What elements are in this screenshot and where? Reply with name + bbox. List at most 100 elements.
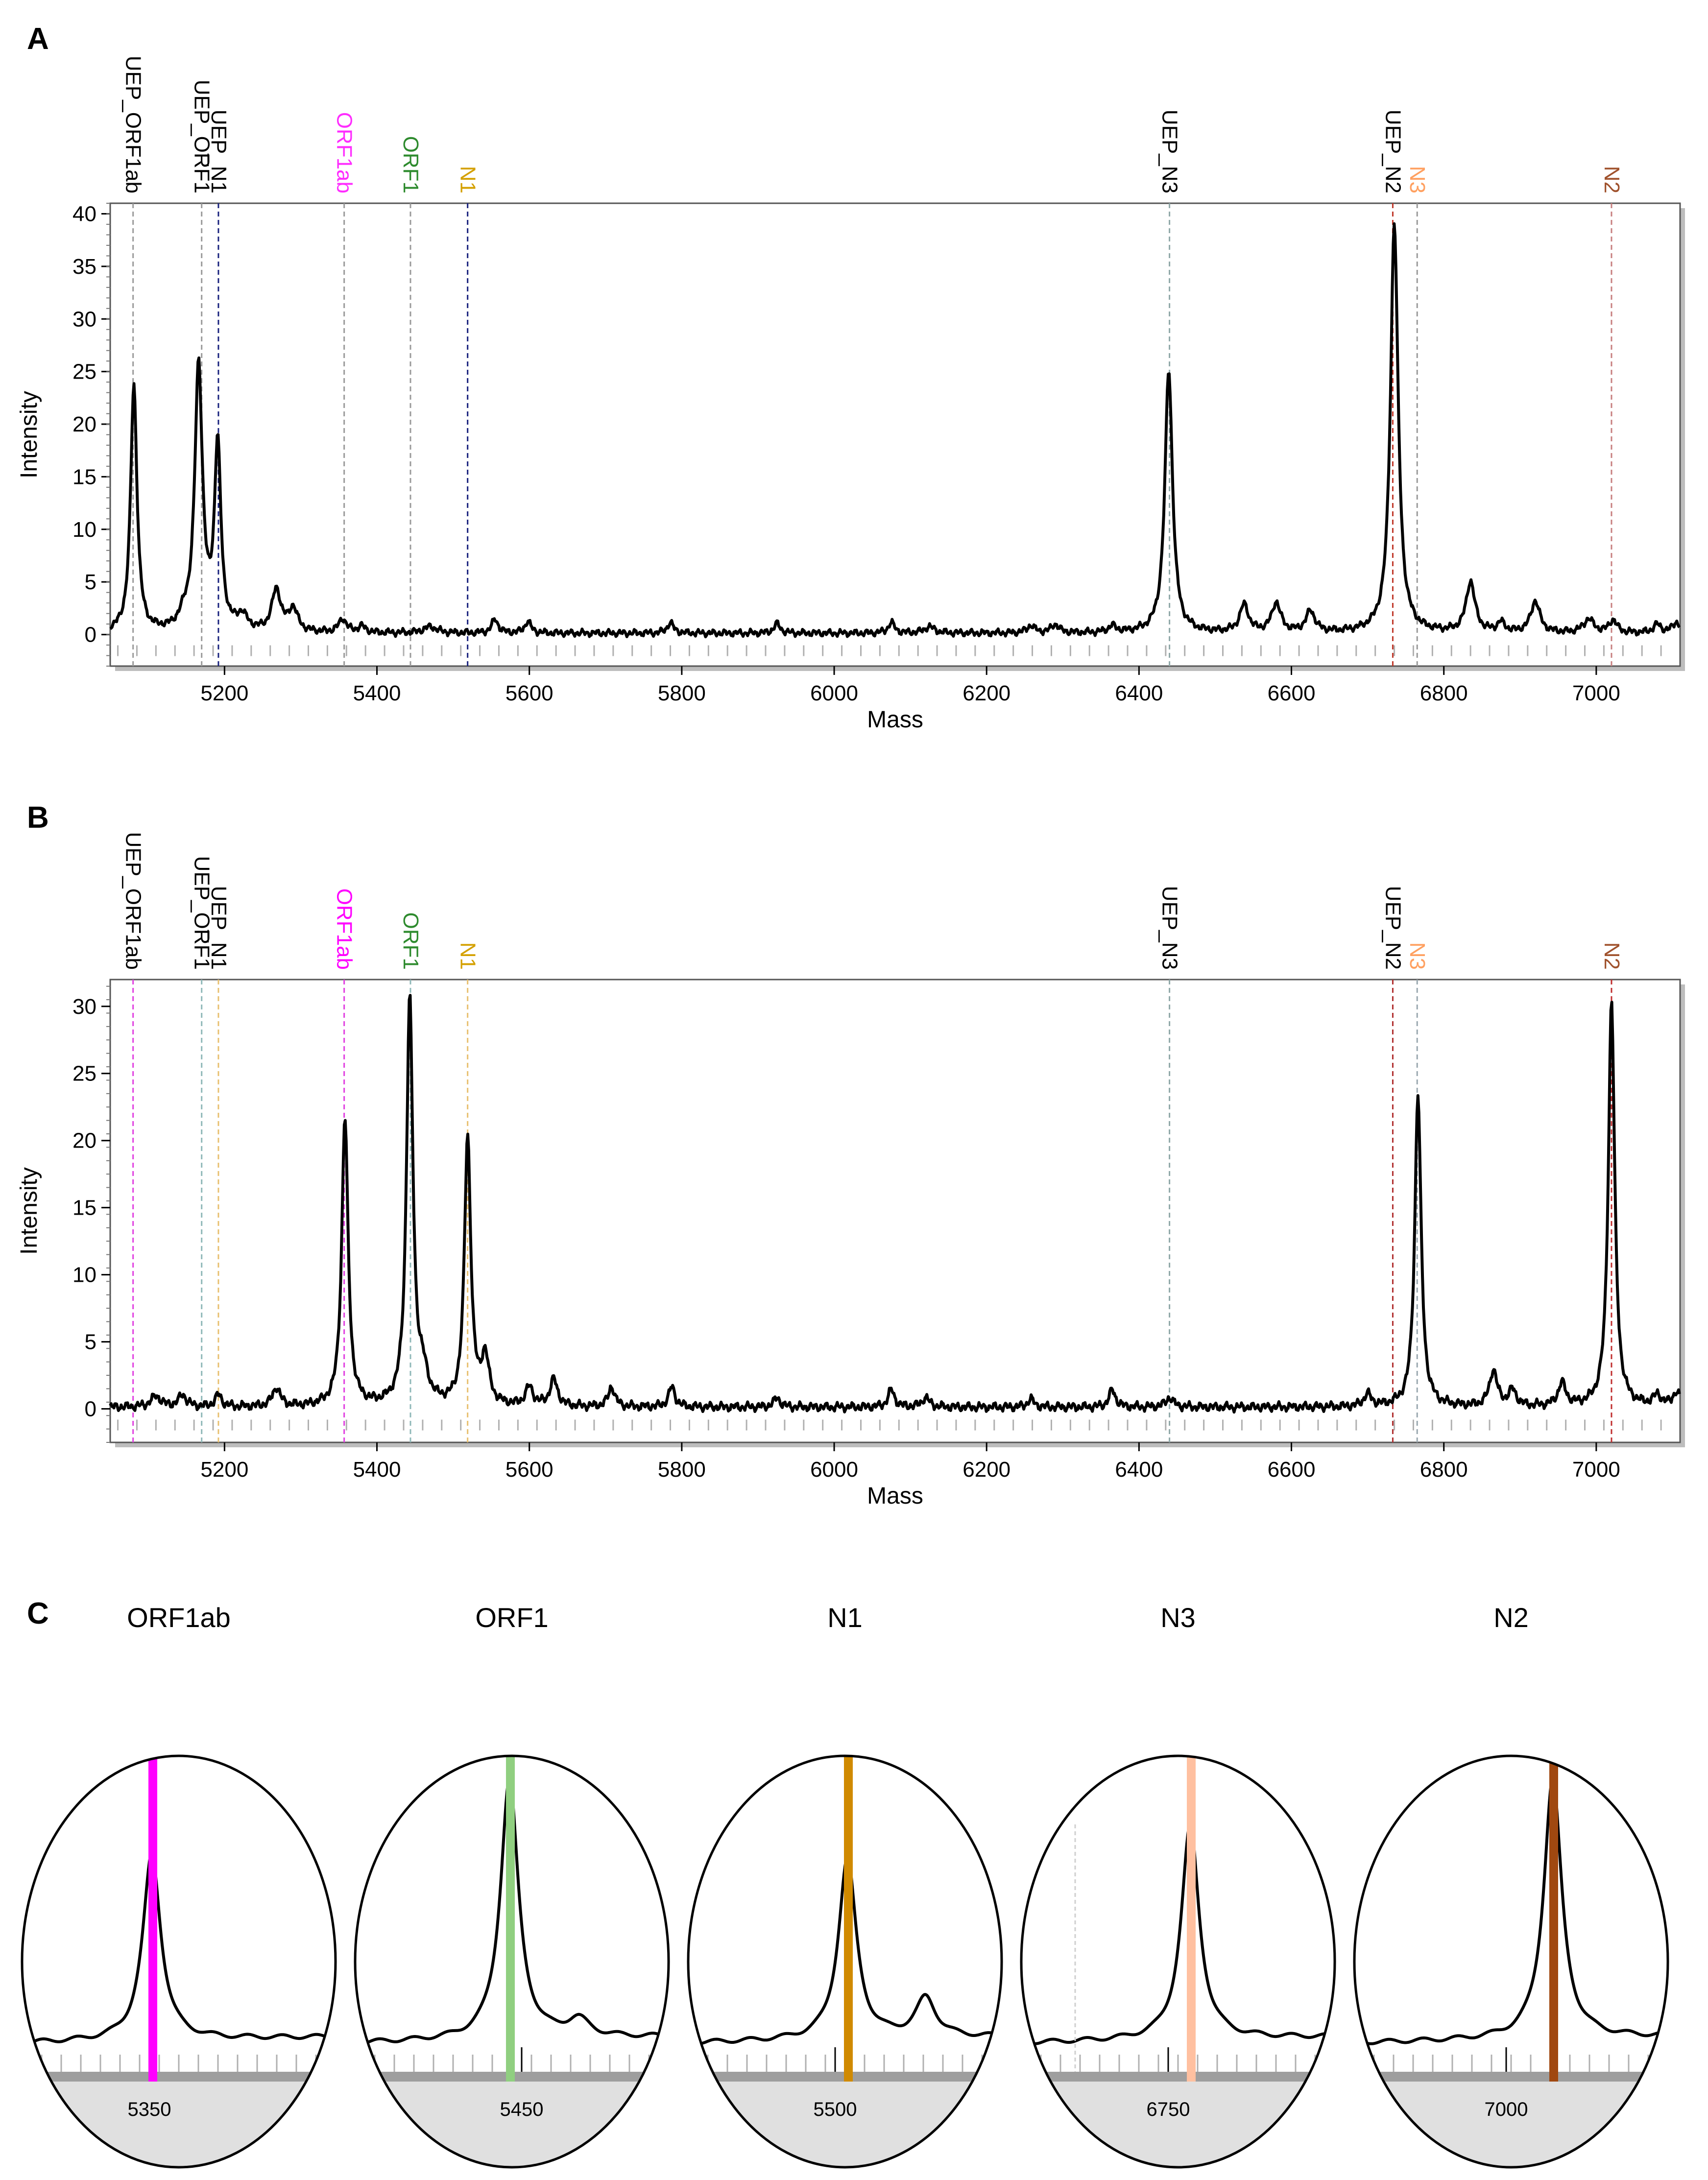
x-axis-title: Mass [867,707,923,733]
x-axis-title: Mass [867,1483,923,1509]
marker-label: UEP_N2 [1381,110,1405,193]
zoom-tick-label: 5350 [128,2099,171,2120]
y-tick-label: 5 [85,570,96,594]
zoom-ellipse-outline [354,1754,670,2169]
x-tick-label: 5800 [658,681,706,705]
marker-label: N1 [456,166,480,193]
zoom-axis-bar [1354,2072,1668,2082]
plot-frame [109,979,1681,1443]
marker-label: UEP_ORF1 [190,856,214,970]
x-tick-label: 6400 [1115,1458,1163,1482]
x-tick-label: 7000 [1572,1458,1620,1482]
zoom-axis-area [688,2082,1002,2167]
x-tick-label: 6200 [962,1458,1010,1482]
zoom-axis-area [22,2082,336,2167]
marker-label: ORF1ab [333,112,357,193]
zoom-panel-n3: 6750 N3 [1020,1602,1336,2169]
x-tick-label: 6600 [1268,1458,1316,1482]
zoom-ellipse-outline [21,1754,337,2169]
marker-label: UEP_N3 [1158,886,1182,970]
x-tick-label: 5600 [505,1458,553,1482]
marker-label: N3 [1405,942,1429,970]
y-tick-label: 15 [72,465,96,489]
x-tick-label: 5200 [200,1458,248,1482]
marker-label: UEP_N1 [207,886,231,970]
x-tick-label: 5600 [505,681,553,705]
x-tick-label: 6600 [1268,681,1316,705]
x-tick-label: 6000 [810,681,858,705]
zoom-axis-bar [1021,2072,1335,2082]
y-tick-label: 5 [85,1330,96,1354]
zoom-axis-bar [22,2072,336,2082]
y-tick-label: 20 [72,412,96,436]
y-axis-title: Intensity [16,1167,42,1255]
spectrum-chart-a: 0 5 10 15 20 25 30 35 40 5200 5400 5600 5800 6000 6200… [16,56,1685,733]
zoom-title: N1 [827,1602,863,1633]
y-tick-label: 0 [85,1397,96,1421]
zoom-ellipse-outline [687,1754,1003,2169]
x-tick-label: 5400 [353,1458,401,1482]
marker-label: N2 [1600,166,1624,193]
marker-label: N1 [456,942,480,970]
marker-label: N3 [1405,166,1429,193]
zoom-ellipse-outline [1353,1754,1669,2169]
zoom-tick-label: 7000 [1485,2099,1528,2120]
y-tick-label: 30 [72,995,96,1019]
marker-label: UEP_ORF1 [190,80,214,193]
zoom-title: N3 [1160,1602,1196,1633]
x-tick-label: 6800 [1420,1458,1468,1482]
y-tick-label: 10 [72,518,96,542]
x-tick-label: 5400 [353,681,401,705]
y-tick-label: 40 [72,202,96,226]
marker-label: UEP_N2 [1381,886,1405,970]
y-tick-label: 15 [72,1196,96,1220]
zoom-panel-n1: 5500 N1 [687,1602,1003,2169]
y-tick-label: 25 [72,360,96,384]
zoom-panel-orf1: 5450 ORF1 [354,1602,670,2169]
zoom-title: N2 [1493,1602,1529,1633]
marker-label: UEP_N1 [207,110,231,193]
y-tick-label: 10 [72,1263,96,1287]
spectrum-line [109,994,1681,1414]
spectrum-line [109,222,1681,639]
zoom-spectrum-line [1021,1822,1335,2045]
x-tick-label: 7000 [1572,681,1620,705]
zoom-panel-orf1ab: 5350 ORF1ab [21,1602,337,2169]
y-tick-label: 30 [72,307,96,331]
zoom-axis-area [355,2082,669,2167]
marker-label: N2 [1600,942,1624,970]
y-tick-label: 35 [72,255,96,279]
panel-letter-c: C [27,1597,49,1630]
y-tick-label: 0 [85,623,96,647]
zoom-ellipse-outline [1020,1754,1336,2169]
marker-label: UEP_ORF1ab [121,56,145,193]
zoom-title: ORF1 [475,1602,548,1633]
y-tick-label: 20 [72,1129,96,1153]
y-tick-label: 25 [72,1062,96,1086]
x-tick-label: 6800 [1420,681,1468,705]
marker-label: ORF1 [399,136,423,193]
zoom-panel-n2: 7000 N2 [1353,1602,1669,2169]
zoom-spectrum-line [22,1852,336,2045]
zoom-tick-label: 6750 [1147,2099,1190,2120]
zoom-spectrum-line [1354,1777,1668,2045]
marker-label: ORF1 [399,912,423,970]
zoom-tick-label: 5450 [500,2099,544,2120]
marker-label: ORF1ab [333,888,357,970]
zoom-axis-area [1354,2082,1668,2167]
x-tick-label: 6000 [810,1458,858,1482]
spectrum-chart-b: 0 5 10 15 20 25 30 5200 5400 5600 5800 6000 6200 6400… [16,832,1685,1509]
x-tick-label: 5800 [658,1458,706,1482]
plot-frame [109,202,1681,667]
panel-letter-b: B [27,801,49,835]
x-tick-label: 5200 [200,681,248,705]
marker-label: UEP_N3 [1158,110,1182,193]
zoom-panels-c: 5350 ORF1ab 5450 ORF1 5500 N1 6750 N3 7000 N2 [21,1602,1669,2169]
zoom-axis-area [1021,2082,1335,2167]
panel-letter-a: A [27,22,49,56]
y-axis-title: Intensity [16,391,42,479]
zoom-title: ORF1ab [127,1602,231,1633]
marker-label: UEP_ORF1ab [121,832,145,970]
zoom-tick-label: 5500 [814,2099,857,2120]
